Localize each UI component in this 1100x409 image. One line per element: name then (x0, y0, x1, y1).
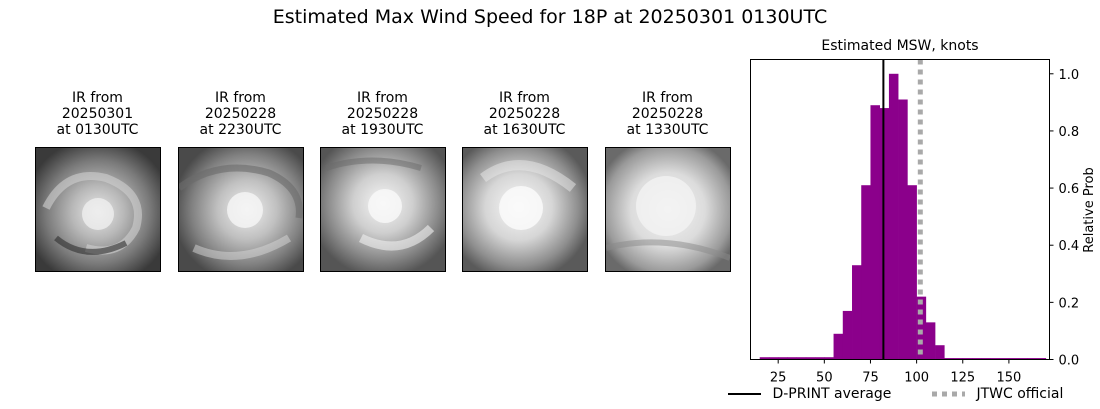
histogram-bar (953, 358, 964, 360)
ir-panel-title: IR from 20250228 at 1930UTC (341, 90, 424, 138)
ir-panel-title: IR from 20250301 at 0130UTC (56, 90, 139, 138)
x-tick-label: 150 (996, 371, 1021, 386)
y-tick-label: 0.2 (1059, 296, 1080, 311)
histogram-bar (981, 358, 991, 360)
x-tick-label: 125 (950, 371, 975, 386)
histogram-bar (787, 357, 797, 360)
ir-satellite-image (35, 147, 161, 272)
chart-title: Estimated MSW, knots (821, 38, 978, 54)
histogram-bar (1036, 358, 1047, 360)
histogram-bar (916, 296, 927, 360)
histogram-bars (759, 73, 1047, 360)
x-tick-label: 75 (862, 371, 879, 386)
histogram-bar (768, 357, 779, 360)
histogram-bar (879, 108, 890, 360)
y-tick-label: 1.0 (1059, 68, 1080, 83)
legend-item-jtwc: JTWC official (932, 386, 1063, 402)
legend-label: JTWC official (976, 386, 1064, 402)
histogram-bar (888, 73, 899, 360)
dotted-line-icon (932, 391, 965, 397)
ir-satellite-image (462, 147, 588, 272)
histogram-bar (935, 345, 945, 360)
x-tick-label: 100 (904, 371, 929, 386)
histogram-bar (870, 105, 880, 360)
histogram-bar (833, 333, 844, 360)
histogram-bar (796, 357, 807, 360)
y-tick-label: 0.6 (1059, 182, 1080, 197)
histogram-bar (1018, 358, 1028, 360)
histogram-bar (852, 265, 862, 360)
histogram-bar (944, 358, 954, 360)
y-tick-label: 0.4 (1059, 239, 1080, 254)
histogram-bar (999, 358, 1010, 360)
y-axis-ticks: 0.0 0.2 0.4 0.6 0.8 1.0 (1049, 68, 1080, 369)
histogram-bar (898, 99, 908, 360)
ir-satellite-image (320, 147, 446, 272)
histogram-bar (824, 357, 834, 360)
histogram-bar (842, 310, 853, 360)
y-tick-label: 0.8 (1059, 125, 1080, 140)
histogram-bar (861, 185, 871, 360)
histogram-bar (971, 358, 982, 360)
histogram-bar (990, 358, 1000, 360)
x-tick-label: 25 (770, 371, 787, 386)
histogram-bar (805, 357, 816, 360)
histogram-bar (815, 357, 825, 360)
histogram-bar (907, 185, 917, 360)
ir-panel-title: IR from 20250228 at 1330UTC (626, 90, 709, 138)
histogram-bar (1027, 358, 1037, 360)
reference-lines (882, 59, 923, 360)
ir-satellite-image (605, 147, 731, 272)
legend-label: D-PRINT average (772, 386, 892, 402)
x-axis-ticks: 25 50 75 100 125 150 (770, 359, 1021, 386)
histogram-bar (1008, 358, 1019, 360)
ir-panel-title: IR from 20250228 at 1630UTC (483, 90, 566, 138)
ir-satellite-image (178, 147, 304, 272)
histogram-bar (778, 357, 788, 360)
histogram-bar (759, 357, 770, 360)
plot-frame (750, 59, 1050, 360)
legend-item-dprint: D-PRINT average (728, 386, 891, 402)
figure-title: Estimated Max Wind Speed for 18P at 2025… (272, 6, 828, 28)
histogram-bar (925, 322, 936, 360)
solid-line-icon (728, 393, 761, 395)
ir-panel-title: IR from 20250228 at 2230UTC (199, 90, 282, 138)
y-axis-label: Relative Prob (1082, 167, 1097, 252)
y-tick-label: 0.0 (1059, 354, 1080, 369)
x-tick-label: 50 (816, 371, 833, 386)
histogram-bar (962, 358, 973, 360)
